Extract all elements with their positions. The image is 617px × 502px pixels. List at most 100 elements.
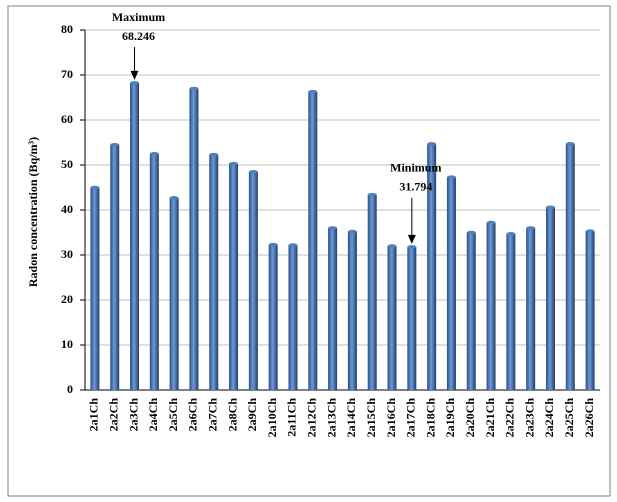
y-tick-label: 50 xyxy=(61,157,73,171)
bar-cap xyxy=(407,245,417,249)
y-tick-label: 80 xyxy=(61,22,73,36)
y-tick-label: 70 xyxy=(61,67,73,81)
bar-group xyxy=(466,230,476,390)
bar-group xyxy=(367,192,377,390)
bar-cap xyxy=(387,244,397,248)
annotation-value: 31.794 xyxy=(399,180,432,194)
annotation-text: Minimum xyxy=(390,161,441,175)
bar-group xyxy=(545,205,555,390)
x-tick-label: 2a9Ch xyxy=(245,398,259,432)
bar-group xyxy=(110,142,120,390)
x-tick-label: 2a15Ch xyxy=(364,398,378,438)
bar-cap xyxy=(169,196,179,200)
x-tick-label: 2a18Ch xyxy=(423,398,437,438)
bar-group xyxy=(248,169,258,390)
y-tick-label: 10 xyxy=(61,337,73,351)
bar-group xyxy=(387,244,397,390)
bar xyxy=(466,232,476,390)
y-tick-label: 30 xyxy=(61,247,73,261)
bar xyxy=(407,246,417,390)
bar-group xyxy=(486,220,496,390)
annotation-text: Maximum xyxy=(112,10,165,24)
x-tick-label: 2a6Ch xyxy=(186,398,200,432)
bar xyxy=(526,228,536,390)
bar xyxy=(90,187,100,390)
bar-group xyxy=(209,152,219,390)
bar-cap xyxy=(229,161,239,166)
bar xyxy=(446,177,456,390)
bar-group xyxy=(506,232,516,390)
x-tick-label: 2a14Ch xyxy=(344,398,358,438)
bar-cap xyxy=(130,81,140,85)
bar xyxy=(545,207,555,390)
bar-group xyxy=(149,151,159,390)
x-tick-label: 2a1Ch xyxy=(87,398,101,432)
bar xyxy=(585,231,595,390)
annotation-value: 68.246 xyxy=(122,29,155,43)
bar-cap xyxy=(209,152,219,157)
bar xyxy=(565,143,575,390)
bar xyxy=(288,245,298,390)
bar xyxy=(189,88,199,390)
x-tick-label: 2a12Ch xyxy=(305,398,319,438)
y-tick-label: 0 xyxy=(67,382,73,396)
x-tick-label: 2a11Ch xyxy=(285,398,299,437)
x-tick-label: 2a20Ch xyxy=(463,398,477,438)
bar xyxy=(486,222,496,390)
bar-cap xyxy=(446,175,456,179)
x-tick-label: 2a7Ch xyxy=(206,398,220,432)
bar-cap xyxy=(328,226,338,230)
bar xyxy=(268,244,278,390)
bar-group xyxy=(565,142,575,390)
bar-group xyxy=(585,229,595,390)
bar-group xyxy=(328,226,338,390)
y-axis-label: Radon concentration (Bq/m³) xyxy=(26,137,40,287)
bar-cap xyxy=(110,142,120,147)
x-tick-label: 2a21Ch xyxy=(483,398,497,438)
y-tick-label: 60 xyxy=(61,112,73,126)
x-tick-label: 2a26Ch xyxy=(582,398,596,438)
y-tick-label: 20 xyxy=(61,292,73,306)
bar-group xyxy=(526,226,536,390)
bar xyxy=(308,91,318,391)
bar-cap xyxy=(486,220,496,225)
bar-cap xyxy=(268,242,278,247)
bar-cap xyxy=(308,89,318,94)
bar xyxy=(130,82,140,390)
bar-group xyxy=(268,242,278,390)
x-tick-label: 2a2Ch xyxy=(106,398,120,432)
bar xyxy=(248,171,258,390)
bar xyxy=(427,143,437,390)
bar-group xyxy=(229,161,239,390)
bar-cap xyxy=(466,230,476,235)
bar xyxy=(110,144,120,390)
bar-group xyxy=(130,81,140,390)
x-tick-label: 2a24Ch xyxy=(542,398,556,438)
bar-cap xyxy=(288,243,298,247)
bar xyxy=(169,197,179,390)
x-tick-label: 2a4Ch xyxy=(146,398,160,432)
bar-cap xyxy=(367,192,377,197)
bar xyxy=(506,233,516,390)
bar-cap xyxy=(248,169,258,174)
bar-cap xyxy=(526,226,536,230)
bar-group xyxy=(446,175,456,390)
bar-cap xyxy=(189,86,199,91)
annotation-arrowhead xyxy=(407,234,416,244)
bar-group xyxy=(427,142,437,390)
bar-group xyxy=(288,243,298,390)
x-tick-label: 2a13Ch xyxy=(324,398,338,438)
bar-cap xyxy=(347,229,357,234)
x-tick-label: 2a8Ch xyxy=(225,398,239,432)
bar xyxy=(328,228,338,390)
bar-cap xyxy=(545,205,555,210)
x-tick-label: 2a19Ch xyxy=(443,398,457,438)
x-tick-label: 2a3Ch xyxy=(126,398,140,432)
annotation-arrowhead xyxy=(130,70,139,80)
bar xyxy=(347,231,357,390)
bar xyxy=(229,163,239,390)
bar-group xyxy=(407,245,417,390)
x-tick-label: 2a23Ch xyxy=(522,398,536,438)
bar-group xyxy=(90,185,100,390)
